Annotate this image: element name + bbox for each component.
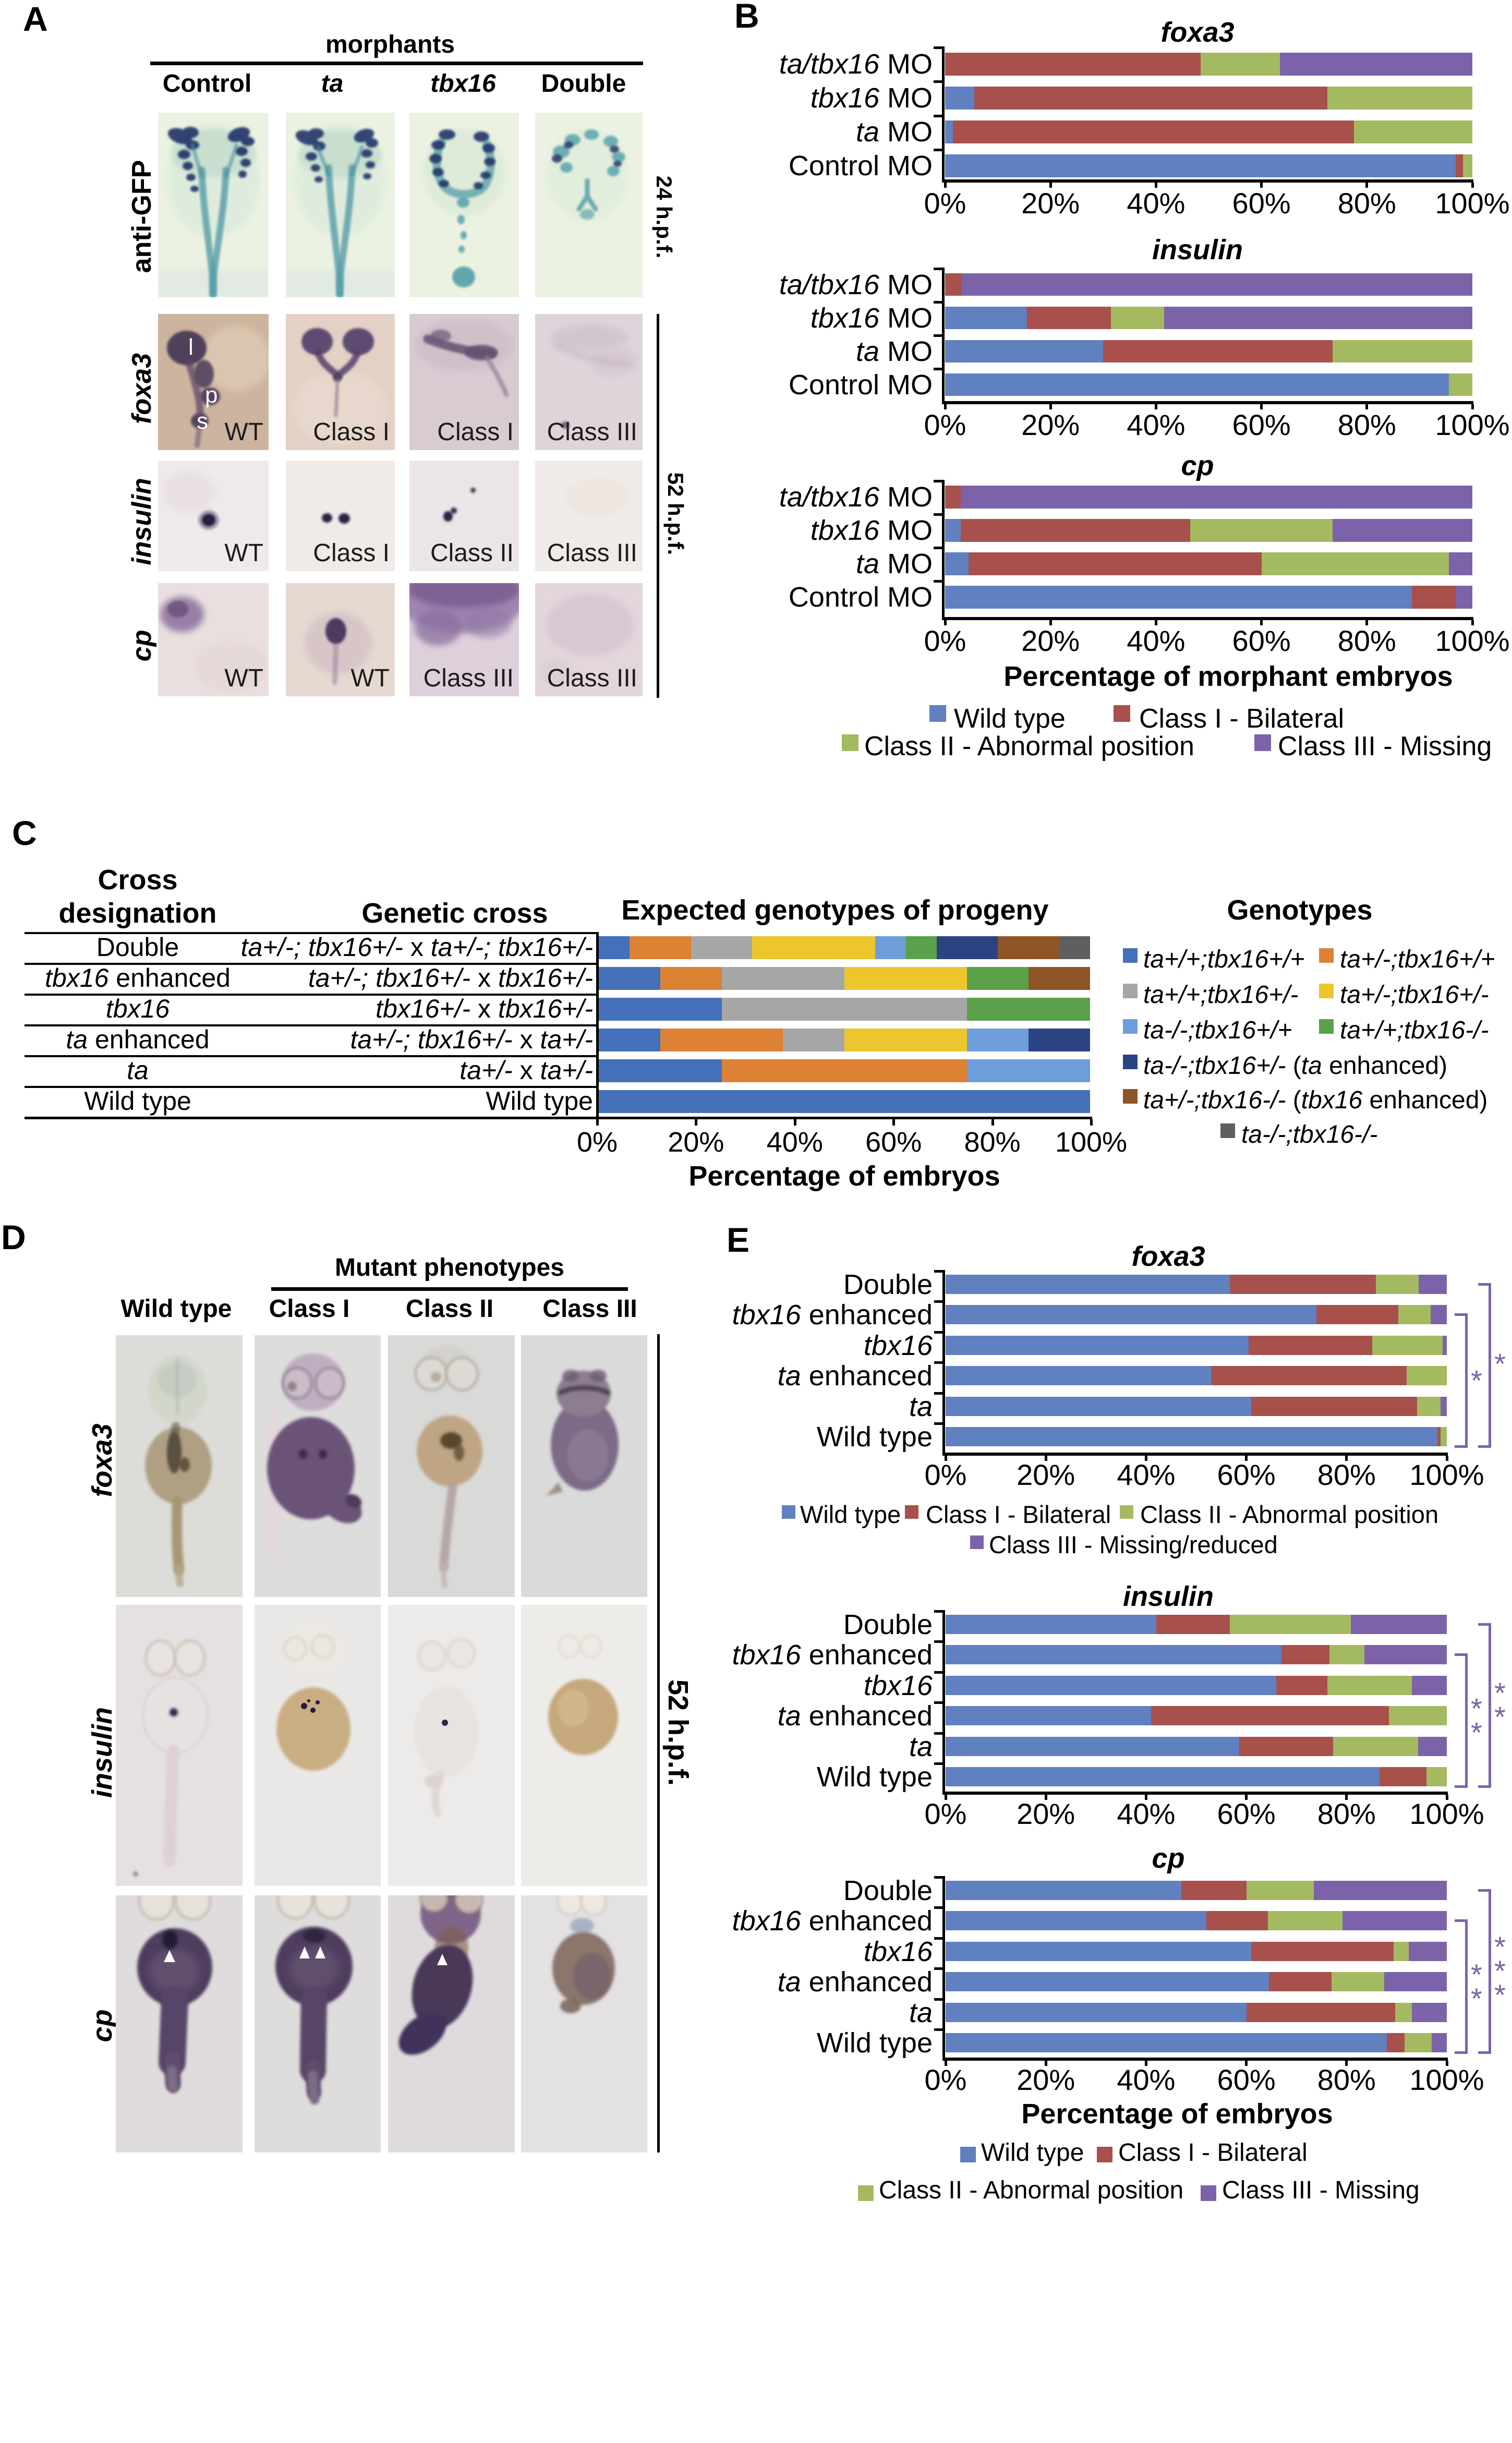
svg-text:l: l bbox=[188, 334, 193, 360]
svg-text:p: p bbox=[205, 382, 217, 408]
svg-text:s: s bbox=[197, 408, 208, 434]
